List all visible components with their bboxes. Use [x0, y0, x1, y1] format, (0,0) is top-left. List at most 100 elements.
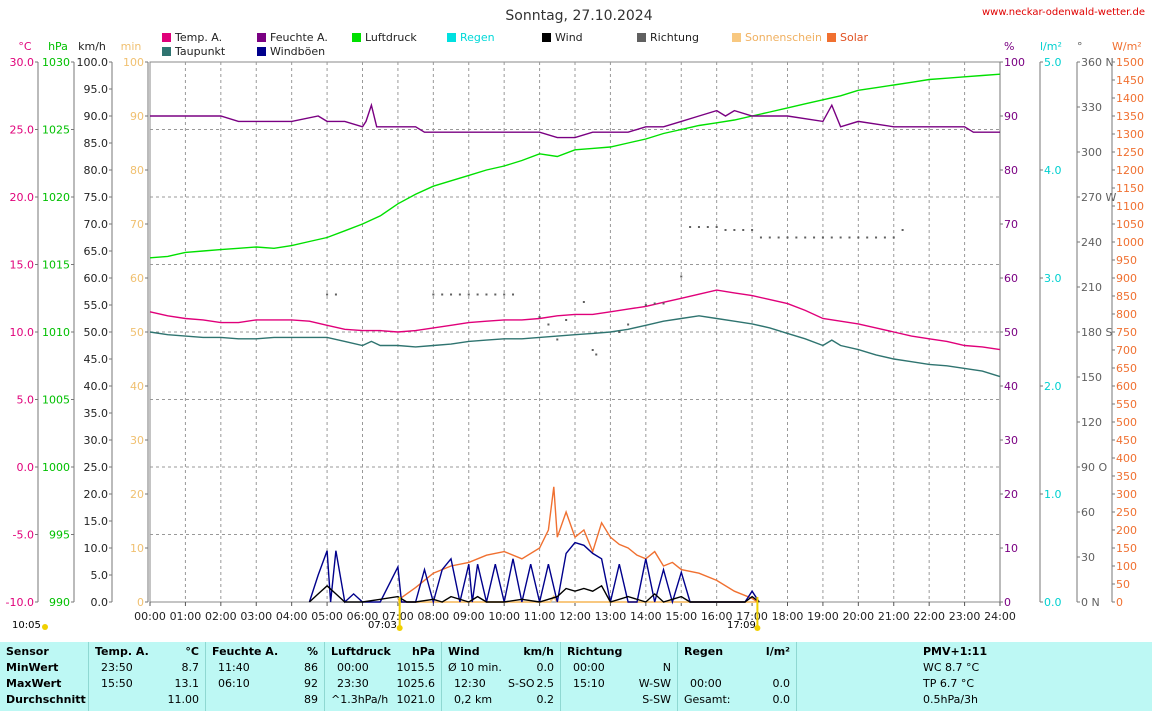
- y-tick-label: -5.0: [13, 529, 34, 542]
- website-link[interactable]: www.neckar-odenwald-wetter.de: [982, 7, 1145, 18]
- pressure-max: 1025.6: [396, 677, 436, 690]
- x-tick-label: 18:00: [772, 610, 804, 623]
- direction-point: [804, 236, 807, 239]
- temp-header: Temp. A.: [95, 645, 149, 658]
- direction-point: [538, 316, 541, 318]
- sunset-label: 17:09: [727, 620, 756, 631]
- rain-section: Regen l/m² 00:00 0.0 Gesamt: 0.0: [677, 642, 796, 711]
- legend-label: Regen: [460, 31, 495, 44]
- direction-point: [450, 293, 453, 296]
- direction-point: [875, 236, 878, 239]
- y-tick-label: 20: [1004, 488, 1018, 501]
- direction-point: [618, 331, 621, 333]
- x-tick-label: 09:00: [453, 610, 485, 623]
- weather-chart: Sonntag, 27.10.2024 www.neckar-odenwald-…: [6, 7, 1145, 631]
- direction-point: [857, 236, 860, 239]
- series-line-taupunkt: [149, 315, 1001, 378]
- legend-label: Wind: [555, 31, 583, 44]
- pressure-trend: ^1.3hPa/h: [331, 693, 389, 706]
- direction-point: [582, 301, 585, 303]
- y-tick-label: 0: [137, 596, 144, 609]
- y-tick-label: 1.0: [1044, 488, 1062, 501]
- sunrise-sun-icon: [396, 625, 403, 631]
- direction-point: [503, 293, 506, 296]
- direction-point: [892, 236, 895, 239]
- y-tick-label: 50: [1004, 326, 1018, 339]
- direction-point: [441, 293, 444, 296]
- y-tick-label: 60: [1004, 272, 1018, 285]
- temp-section: Temp. A. °C 23:50 8.7 15:50 13.1 11.00: [88, 642, 205, 711]
- series-line-feuchte-a-: [150, 102, 1000, 139]
- y-tick-label: 100: [1116, 560, 1137, 573]
- pressure-min-time: 00:00: [337, 661, 369, 674]
- direction-point: [627, 323, 630, 326]
- y-tick-label: 45.0: [84, 353, 109, 366]
- direction-point: [848, 236, 851, 239]
- direction-min: N: [662, 661, 671, 674]
- rain-avg-label: Gesamt:: [684, 693, 731, 706]
- direction-section: Richtung 00:00 N 15:10 W-SW S-SW: [560, 642, 677, 711]
- y-tick-label: 1015: [42, 259, 70, 272]
- y-tick-label: 50.0: [84, 326, 109, 339]
- y-tick-label: 800: [1116, 308, 1137, 321]
- pressure-min: 1015.5: [396, 661, 436, 674]
- wind-max: 2.5: [536, 677, 555, 690]
- y-tick-label: 1350: [1116, 110, 1144, 123]
- legend-swatch: [542, 33, 551, 42]
- y-tick-label: 360 N: [1081, 56, 1114, 69]
- y-tick-label: 0.0: [1044, 596, 1062, 609]
- y-tick-label: 1050: [1116, 218, 1144, 231]
- direction-point: [821, 236, 824, 239]
- humidity-avg: 89: [304, 693, 318, 706]
- direction-point: [733, 229, 736, 231]
- y-tick-label: 40: [1004, 380, 1018, 393]
- x-tick-label: 01:00: [170, 610, 202, 623]
- direction-point: [476, 293, 479, 296]
- y-tick-label: 700: [1116, 344, 1137, 357]
- temp-min: 8.7: [181, 661, 200, 674]
- y-tick-label: 150: [1116, 542, 1137, 555]
- pmv-section: PMV+1:11 WC 8.7 °C TP 6.7 °C 0.5hPa/3h: [796, 642, 1152, 711]
- direction-min-time: 00:00: [573, 661, 605, 674]
- direction-point: [662, 302, 665, 305]
- series-line-temp-a-: [149, 289, 1001, 351]
- y-tick-label: 10.0: [10, 326, 35, 339]
- y-tick-label: 95.0: [84, 83, 109, 96]
- y-tick-label: 0: [1004, 596, 1011, 609]
- x-tick-label: 21:00: [878, 610, 910, 623]
- x-tick-label: 05:00: [311, 610, 343, 623]
- direction-point: [680, 275, 683, 278]
- y-tick-label: 1200: [1116, 164, 1144, 177]
- rain-avg: 0.0: [772, 693, 791, 706]
- direction-point: [485, 293, 488, 296]
- y-tick-label: 70.0: [84, 218, 109, 231]
- legend-label: Windböen: [270, 45, 325, 58]
- chart-title: Sonntag, 27.10.2024: [505, 8, 652, 24]
- sunset-sun-icon: [754, 625, 761, 631]
- y-tick-label: 30: [1081, 551, 1095, 564]
- y-axis-unit: °: [1077, 40, 1083, 53]
- y-tick-label: 1020: [42, 191, 70, 204]
- y-axis-unit: l/m²: [1040, 40, 1062, 53]
- direction-point: [901, 229, 904, 231]
- pmv-tp: TP 6.7 °C: [923, 677, 975, 690]
- rain-max: 0.0: [772, 677, 791, 690]
- legend-label: Solar: [840, 31, 869, 44]
- y-tick-label: 40.0: [84, 380, 109, 393]
- y-tick-label: 90.0: [84, 110, 109, 123]
- y-axis-unit: %: [1004, 40, 1014, 53]
- y-tick-label: 120: [1081, 416, 1102, 429]
- y-tick-label: 150: [1081, 371, 1102, 384]
- direction-point: [742, 229, 745, 231]
- y-tick-label: 60.0: [84, 272, 109, 285]
- direction-max-time: 15:10: [573, 677, 605, 690]
- x-tick-label: 16:00: [701, 610, 733, 623]
- sun-annotations: 10:05 07:03 17:09: [0, 618, 1152, 634]
- y-tick-label: 1500: [1116, 56, 1144, 69]
- y-tick-label: 20.0: [10, 191, 35, 204]
- y-tick-label: 1010: [42, 326, 70, 339]
- y-tick-label: 0.0: [91, 596, 109, 609]
- direction-point: [334, 293, 337, 296]
- x-tick-label: 20:00: [842, 610, 874, 623]
- rain-header: Regen: [684, 645, 724, 658]
